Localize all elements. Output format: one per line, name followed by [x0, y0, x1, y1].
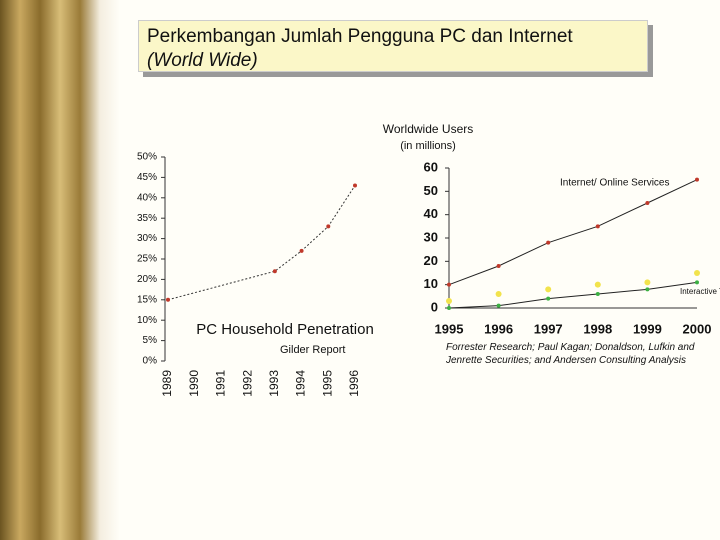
y-tick-label: 60 [424, 159, 438, 174]
data-point [644, 279, 651, 286]
y-tick-label: 20% [137, 274, 157, 285]
y-tick-label: 30% [137, 233, 157, 244]
chart-subtitle: (in millions) [400, 140, 456, 152]
slide-subtitle: (World Wide) [147, 50, 258, 71]
y-tick-label: 45% [137, 172, 157, 183]
x-tick-label: 1992 [240, 370, 254, 397]
data-point [447, 282, 451, 287]
x-tick-label: 1995 [435, 321, 464, 336]
y-tick-label: 30 [424, 229, 438, 244]
x-tick-label: 1996 [484, 321, 513, 336]
x-tick-label: 1993 [267, 370, 281, 397]
y-tick-label: 35% [137, 213, 157, 224]
data-point [695, 177, 699, 182]
y-tick-label: 40% [137, 192, 157, 203]
chart-title: Worldwide Users [383, 122, 473, 136]
chart-source: Forrester Research; Paul Kagan; Donaldso… [446, 342, 695, 366]
data-point [546, 296, 551, 301]
data-point [326, 224, 331, 229]
data-point [272, 269, 277, 274]
data-point [299, 248, 304, 253]
data-point [353, 183, 357, 188]
data-point [595, 224, 600, 229]
data-point [645, 287, 650, 292]
x-tick-label: 1991 [214, 370, 228, 397]
data-point [594, 281, 601, 288]
y-tick-label: 40 [424, 206, 438, 221]
data-point [495, 291, 502, 297]
data-point [694, 270, 700, 276]
y-tick-label: 25% [137, 254, 157, 265]
data-point [496, 264, 501, 268]
y-tick-label: 0% [143, 356, 158, 367]
y-tick-label: 50 [424, 183, 438, 198]
data-point [545, 286, 552, 293]
data-point [447, 306, 451, 310]
x-tick-label: 2000 [683, 321, 712, 336]
x-tick-label: 1989 [160, 370, 174, 397]
x-tick-label: 1996 [347, 370, 361, 397]
data-point [166, 297, 170, 302]
x-tick-label: 1990 [187, 370, 201, 397]
x-tick-label: 1997 [534, 321, 563, 336]
y-tick-label: 10% [137, 315, 157, 326]
x-tick-label: 1999 [633, 321, 662, 336]
y-tick-label: 0 [431, 299, 438, 314]
slide-title: Perkembangan Jumlah Pengguna PC dan Inte… [147, 26, 573, 47]
chart-title: PC Household Penetration [196, 321, 374, 338]
data-point [695, 280, 699, 285]
data-line [167, 185, 356, 301]
x-tick-label: 1994 [294, 370, 308, 397]
x-tick-label: 1995 [320, 370, 334, 397]
series-label: Internet/ Online Services [560, 178, 670, 189]
data-point [645, 201, 650, 205]
series-line [448, 281, 698, 309]
data-point [595, 292, 600, 296]
x-tick-label: 1998 [583, 321, 612, 336]
chart-source: Gilder Report [280, 344, 345, 356]
title-box: Perkembangan Jumlah Pengguna PC dan Inte… [138, 20, 648, 72]
y-tick-label: 5% [143, 335, 158, 346]
series-label: Interactive Television [680, 287, 720, 296]
y-tick-label: 10 [424, 276, 438, 291]
data-point [546, 240, 551, 245]
y-tick-label: 50% [137, 152, 157, 163]
data-point [446, 298, 452, 304]
series-line [448, 179, 698, 286]
data-point [496, 303, 501, 308]
source-box: Forrester Research; Paul Kagan; Donaldso… [446, 342, 695, 366]
y-tick-label: 20 [424, 253, 438, 268]
y-tick-label: 15% [137, 294, 157, 305]
